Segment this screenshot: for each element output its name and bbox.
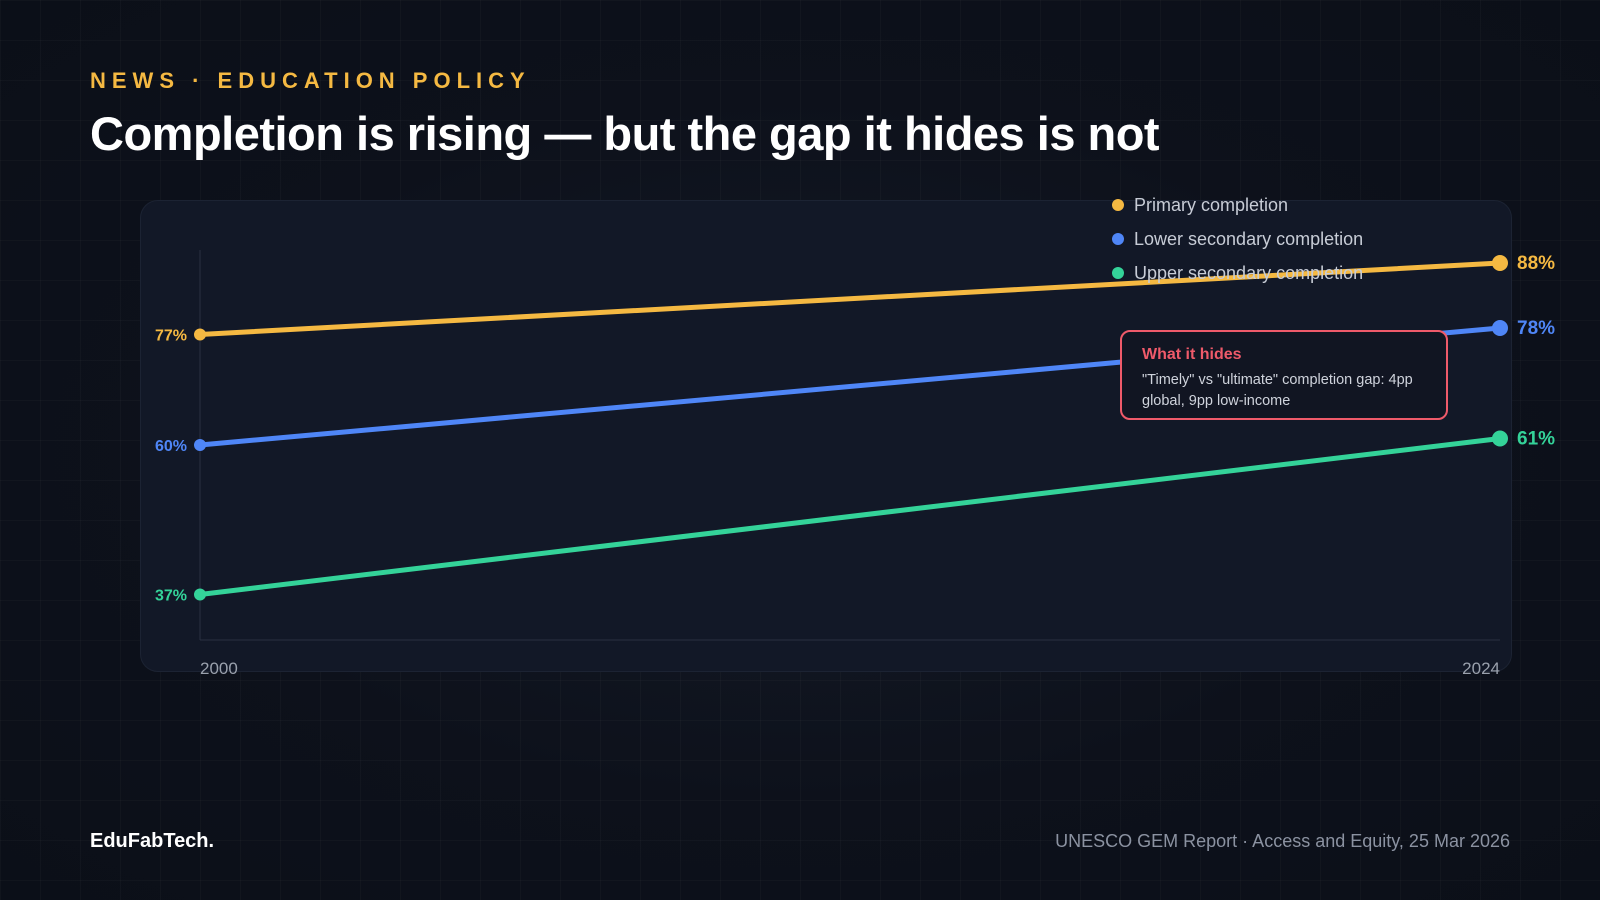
legend-dot-upper-secondary — [1112, 267, 1124, 279]
brand-logo: EduFabTech. — [90, 830, 215, 852]
data-point-upper-secondary-2024 — [1492, 430, 1508, 447]
legend-label-primary: Primary completion — [1134, 194, 1289, 215]
data-point-primary-2000 — [194, 328, 206, 341]
source-credit: UNESCO GEM Report · Access and Equity, 2… — [1055, 831, 1510, 851]
chart-panel — [140, 200, 1512, 672]
callout-text: "Timely" vs "ultimate" completion gap: 4… — [1142, 372, 1413, 409]
series-line-primary — [197, 260, 1503, 337]
data-label-primary-2024: 88% — [1517, 253, 1555, 274]
legend-dot-lower-secondary — [1112, 233, 1124, 245]
data-point-lower-secondary-2024 — [1492, 320, 1508, 336]
legend-item-primary: Primary completion — [1112, 188, 1363, 222]
callout-title: What it hides — [1142, 346, 1242, 363]
data-point-upper-secondary-2000 — [194, 588, 206, 601]
data-point-primary-2024 — [1492, 255, 1508, 271]
data-label-upper-secondary-2000: 37% — [155, 588, 187, 605]
legend-label-upper-secondary: Upper secondary completion — [1134, 262, 1364, 283]
label-layer: 77% 88% 60% 78% 37% 61% — [155, 253, 1555, 605]
legend-item-upper-secondary: Upper secondary completion — [1112, 256, 1363, 290]
chart-legend: Primary completion Lower secondary compl… — [1112, 188, 1363, 290]
legend-item-lower-secondary: Lower secondary completion — [1112, 222, 1363, 256]
data-label-primary-2000: 77% — [155, 328, 187, 345]
annotation-callout: What it hides "Timely" vs "ultimate" com… — [1120, 330, 1448, 420]
data-label-upper-secondary-2024: 61% — [1517, 429, 1555, 450]
data-label-lower-secondary-2024: 78% — [1517, 318, 1555, 339]
data-label-lower-secondary-2000: 60% — [155, 438, 187, 455]
legend-label-lower-secondary: Lower secondary completion — [1134, 228, 1364, 249]
series-line-upper-secondary — [197, 436, 1503, 597]
page-title: Completion is rising — but the gap it hi… — [90, 107, 1160, 160]
legend-dot-primary — [1112, 199, 1124, 211]
data-point-lower-secondary-2000 — [194, 439, 206, 451]
series-layer — [194, 255, 1508, 601]
x-tick-label-start: 2000 — [200, 659, 238, 678]
x-tick-label-end: 2024 — [1462, 659, 1500, 678]
section-kicker: NEWS · EDUCATION POLICY — [90, 68, 531, 93]
